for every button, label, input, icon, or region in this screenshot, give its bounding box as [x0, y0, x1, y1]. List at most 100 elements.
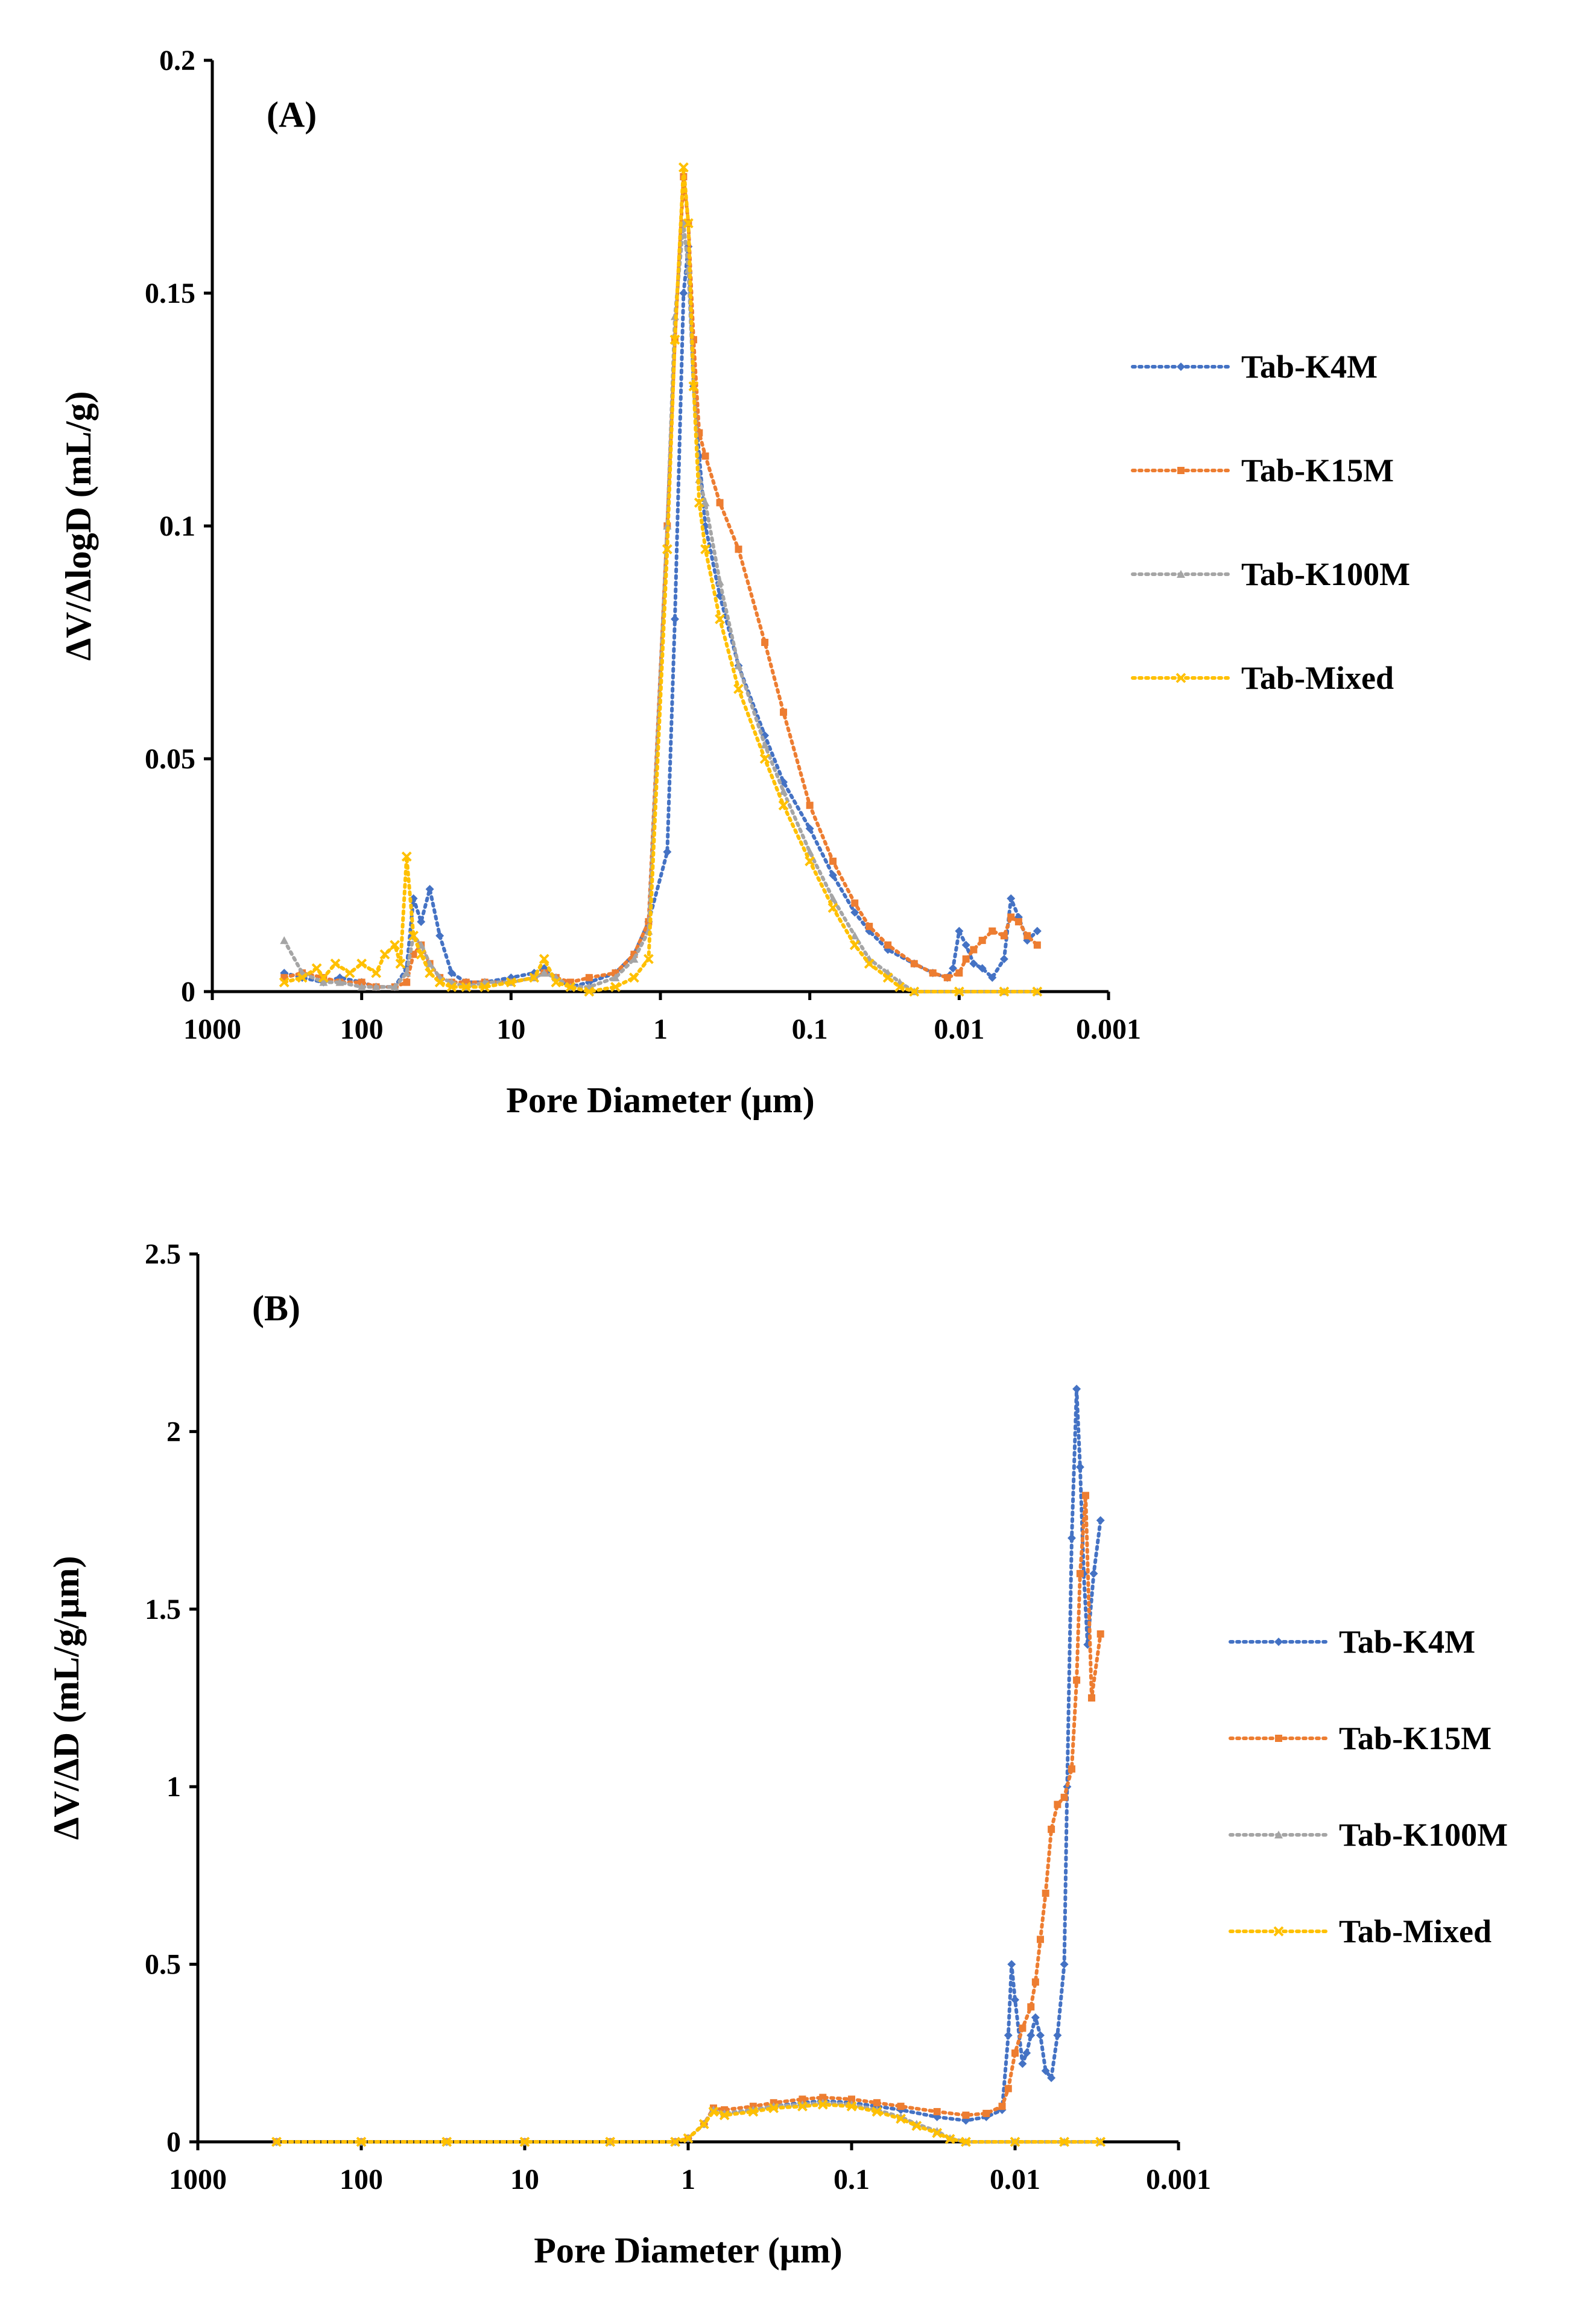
chart-a-data-point	[344, 967, 355, 978]
chart-b-data-point	[846, 2101, 857, 2112]
chart-b-data-point	[872, 2106, 882, 2117]
chart-b-data-point	[1010, 2136, 1020, 2147]
chart-b-x-axis-title: Pore Diameter (μm)	[534, 2231, 843, 2270]
chart-a-data-point	[955, 926, 964, 936]
chart-a-data-point	[851, 899, 859, 907]
chart-a-data-point	[585, 974, 593, 981]
chart-a-legend-label: Tab-K100M	[1241, 556, 1410, 592]
chart-a-legend-item: Tab-K4M	[1131, 349, 1378, 385]
chart-b-data-point	[1004, 2031, 1013, 2040]
chart-a-x-tick-label: 0.1	[792, 1013, 828, 1045]
chart-b-data-point	[1059, 2136, 1069, 2147]
chart-b-legend-label: Tab-Mixed	[1339, 1913, 1492, 1949]
chart-a-data-point	[446, 981, 457, 992]
chart-a-data-point	[280, 936, 289, 945]
chart-a-x-axis-title: Pore Diameter (μm)	[506, 1080, 815, 1120]
chart-b-x-tick-label: 1	[681, 2164, 695, 2196]
chart-a-legend-marker	[1177, 570, 1185, 578]
chart-a-legend-marker	[1177, 363, 1185, 371]
chart-a-x-tick-label: 1	[653, 1013, 668, 1045]
chart-a-data-point	[1032, 986, 1043, 997]
chart-a-data-point	[761, 639, 769, 646]
chart-a-data-point	[850, 931, 859, 940]
chart-a-data-point	[611, 973, 620, 981]
chart-b-data-point	[961, 2116, 970, 2125]
chart-a-data-point	[358, 978, 365, 986]
chart-a-data-point	[390, 940, 400, 951]
chart-b-data-point	[1019, 2024, 1027, 2032]
chart-b-data-point	[441, 2136, 452, 2147]
chart-a-data-point	[679, 289, 688, 297]
chart-b-data-point	[873, 2099, 881, 2107]
chart-a-data-point	[1000, 932, 1008, 940]
chart-b-y-tick-label: 1	[166, 1771, 181, 1803]
chart-a-data-point	[1014, 918, 1022, 926]
chart-a-data-point	[716, 499, 724, 507]
chart-b-data-point	[768, 2103, 779, 2113]
chart-b-series-tab-k4m	[272, 1384, 1105, 2146]
chart-a-data-point	[694, 497, 704, 508]
chart-a-data-point	[663, 847, 672, 856]
chart-b-x-tick-label: 0.1	[834, 2164, 870, 2196]
chart-a-data-point	[540, 969, 549, 977]
chart-a-data-point	[865, 922, 873, 930]
chart-a-data-point	[408, 930, 419, 941]
chart-a-data-point	[969, 959, 978, 968]
chart-b-data-point	[1018, 2059, 1027, 2068]
chart-a-data-point	[669, 334, 680, 345]
chart-a-legend-label: Tab-K4M	[1241, 349, 1378, 385]
chart-a-data-point	[962, 955, 970, 963]
chart-a-data-point	[447, 969, 456, 978]
chart-b-data-point	[708, 2106, 719, 2117]
chart-a-legend-item: Tab-K15M	[1131, 452, 1394, 489]
chart-b-data-point	[1022, 2048, 1031, 2057]
chart-a-data-point	[978, 937, 986, 945]
chart-a-data-point	[949, 964, 958, 973]
chart-b-x-tick-label: 1000	[169, 2164, 227, 2196]
chart-a-data-point	[929, 969, 937, 977]
chart-b-data-point	[1082, 1492, 1090, 1499]
chart-b-x-tick-label: 10	[510, 2164, 539, 2196]
chart-a-data-point	[829, 871, 838, 879]
chart-b-series-line	[274, 1495, 1103, 2144]
chart-a-data-point	[479, 981, 490, 992]
chart-a-data-point	[970, 946, 978, 954]
chart-a-data-point	[297, 972, 308, 983]
chart-b-data-point	[944, 2133, 955, 2144]
chart-a-series-tab-k4m	[280, 242, 1042, 992]
chart-a-data-point	[683, 218, 694, 229]
chart-a-data-point	[989, 927, 996, 935]
chart-b-legend-item: Tab-Mixed	[1229, 1913, 1492, 1949]
chart-a-data-point	[425, 885, 434, 894]
chart-b-data-point	[748, 2106, 759, 2117]
chart-a-x-tick-label: 1000	[183, 1013, 241, 1045]
chart-a-data-point	[734, 661, 743, 670]
chart-b-legend-label: Tab-K15M	[1339, 1720, 1492, 1756]
chart-a-series-line	[282, 223, 1039, 993]
chart-a-data-point	[829, 894, 838, 902]
chart-a-legend-item: Tab-K100M	[1131, 556, 1410, 592]
chart-b-data-point	[1087, 1694, 1095, 1702]
chart-panel-a: 0 0.05 0.1 0.15 0.2 1000 100 10 1 0.1 0.01 0.001 Por…	[0, 0, 1585, 1160]
chart-a-data-point	[780, 708, 788, 716]
chart-a-data-point	[999, 954, 1008, 963]
chart-b-data-point	[1076, 1569, 1084, 1577]
chart-b-data-point	[683, 2133, 694, 2144]
chart-b-data-point	[933, 2107, 941, 2115]
chart-a-data-point	[1007, 894, 1016, 903]
chart-a-data-point	[403, 978, 411, 986]
chart-a-data-point	[435, 931, 444, 940]
chart-b-data-point	[1068, 1765, 1075, 1773]
chart-a-panel-label: (A)	[267, 95, 317, 135]
chart-b-data-point	[799, 2095, 806, 2103]
chart-b-legend-item: Tab-K4M	[1229, 1624, 1475, 1660]
chart-a-data-point	[584, 986, 595, 997]
chart-b-data-point	[1036, 1936, 1044, 1943]
chart-a-data-point	[461, 981, 472, 992]
chart-a-data-point	[884, 941, 892, 949]
chart-a-data-point	[701, 498, 710, 507]
chart-b-legend-marker	[1274, 1638, 1283, 1646]
chart-a-data-point	[700, 544, 710, 555]
chart-b-y-tick-label: 1.5	[145, 1594, 181, 1626]
chart-a-data-point	[434, 977, 445, 987]
